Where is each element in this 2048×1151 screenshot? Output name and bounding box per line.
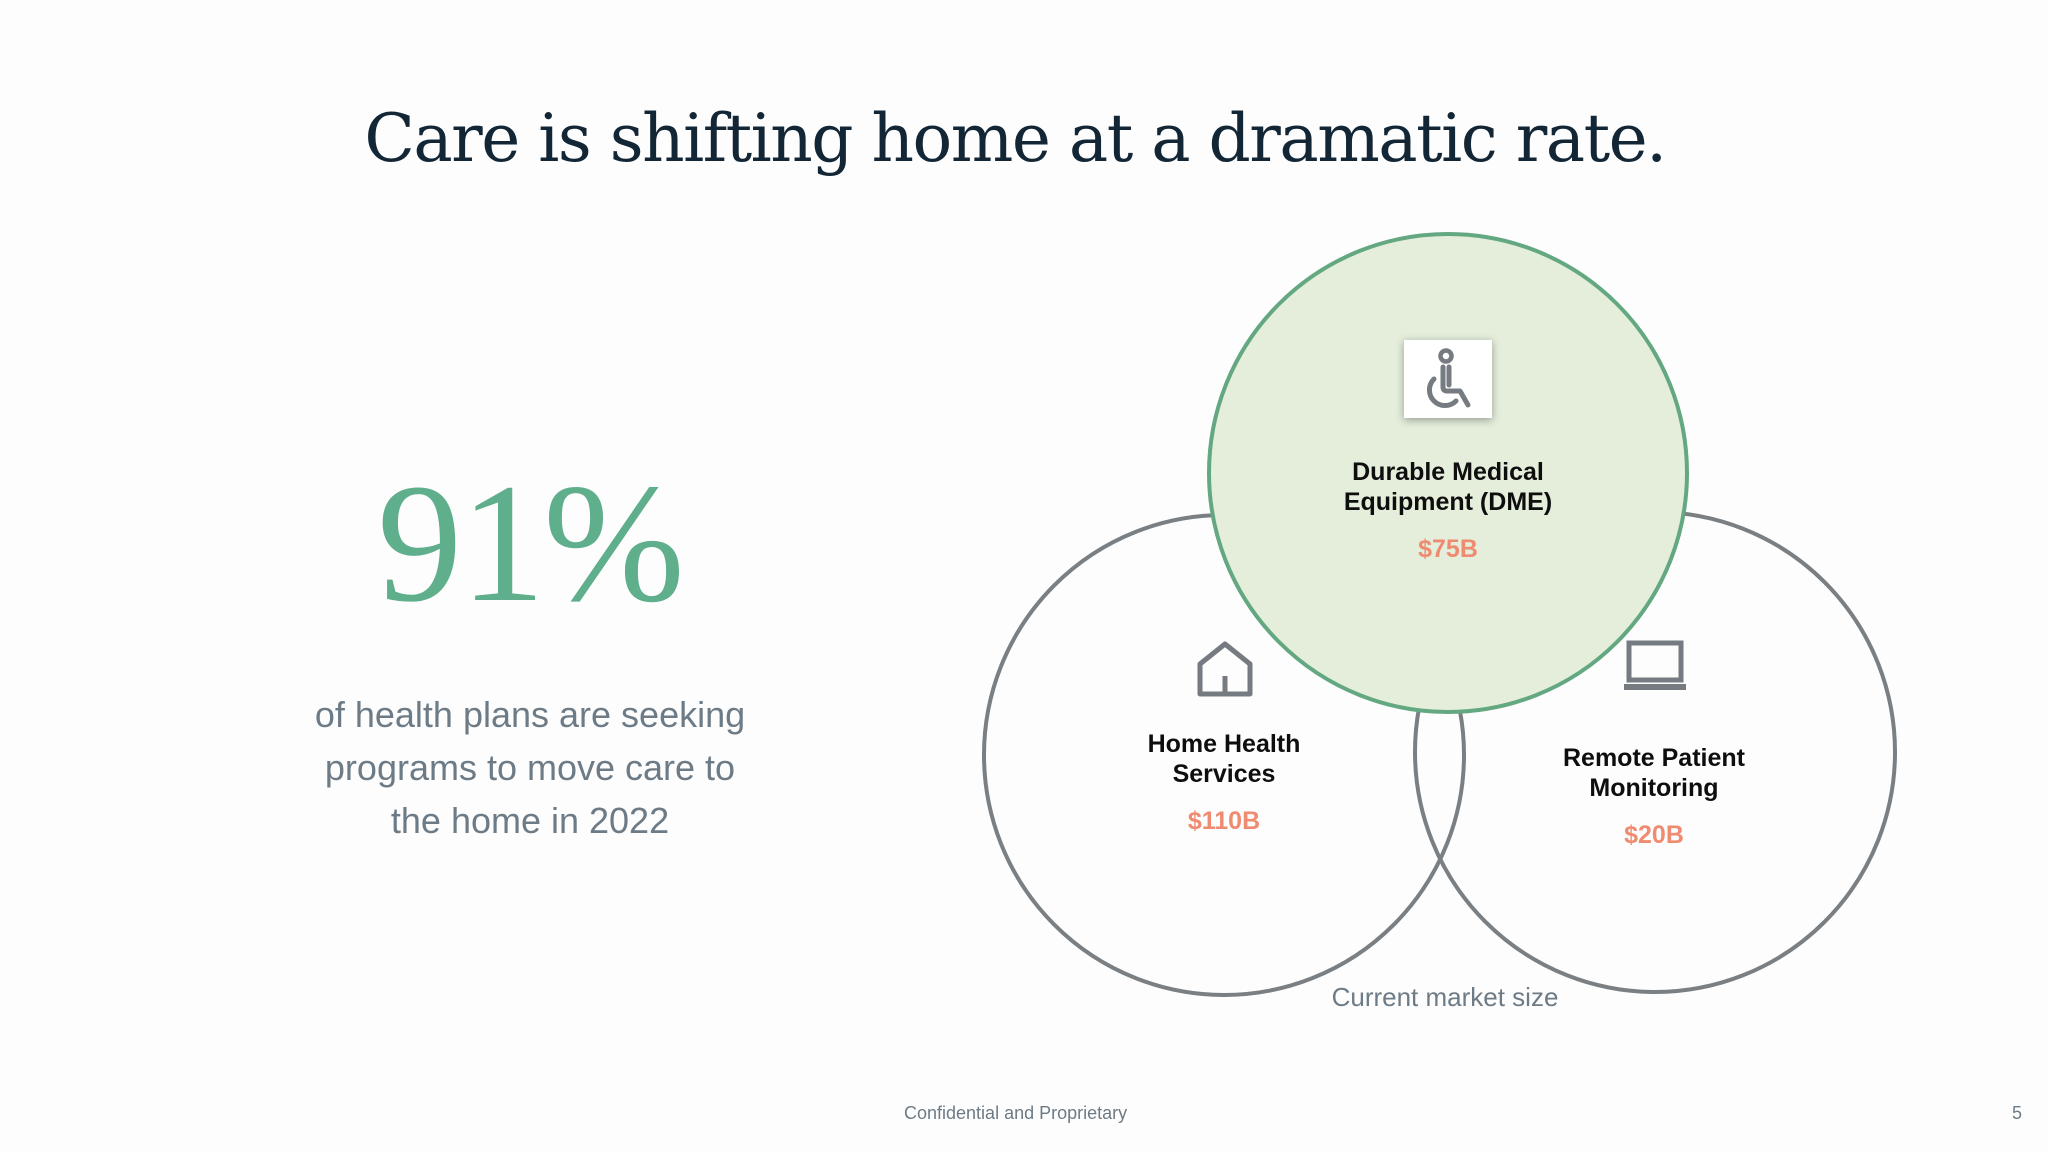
dme-label-line: Equipment (DME)	[1343, 488, 1553, 516]
dme-label: Durable Medical Equipment (DME)	[1298, 457, 1598, 517]
stat-description-line: of health plans are seeking	[314, 694, 746, 735]
dme-value: $75B	[1418, 535, 1478, 563]
wheelchair-icon	[1426, 348, 1471, 409]
stat-description-line: programs to move care to	[324, 747, 736, 788]
dme-icon-box	[1404, 340, 1492, 418]
home-icon	[1197, 641, 1253, 697]
page-number: 5	[2012, 1103, 2023, 1123]
venn-circle-dme	[1207, 232, 1689, 714]
home-health-label-line: Home Health	[1147, 730, 1301, 758]
laptop-icon	[1624, 640, 1686, 690]
dme-label-line: Durable Medical	[1352, 458, 1544, 486]
home-health-value: $110B	[1187, 807, 1261, 835]
rpm-label-line: Monitoring	[1589, 774, 1719, 802]
footer-confidential: Confidential and Proprietary	[904, 1103, 1128, 1123]
stat-description: of health plans are seeking programs to …	[270, 688, 790, 847]
stat-block: 91% of health plans are seeking programs…	[270, 440, 790, 847]
home-health-label: Home Health Services	[1074, 729, 1374, 789]
venn-caption: Current market size	[1331, 982, 1559, 1012]
home-health-label-line: Services	[1172, 760, 1276, 788]
rpm-label: Remote Patient Monitoring	[1504, 743, 1804, 803]
stat-value: 91%	[377, 449, 685, 637]
rpm-value: $20B	[1624, 821, 1684, 849]
stat-description-line: the home in 2022	[390, 800, 670, 841]
slide-title: Care is shifting home at a dramatic rate…	[364, 100, 1667, 177]
rpm-label-line: Remote Patient	[1563, 744, 1745, 772]
